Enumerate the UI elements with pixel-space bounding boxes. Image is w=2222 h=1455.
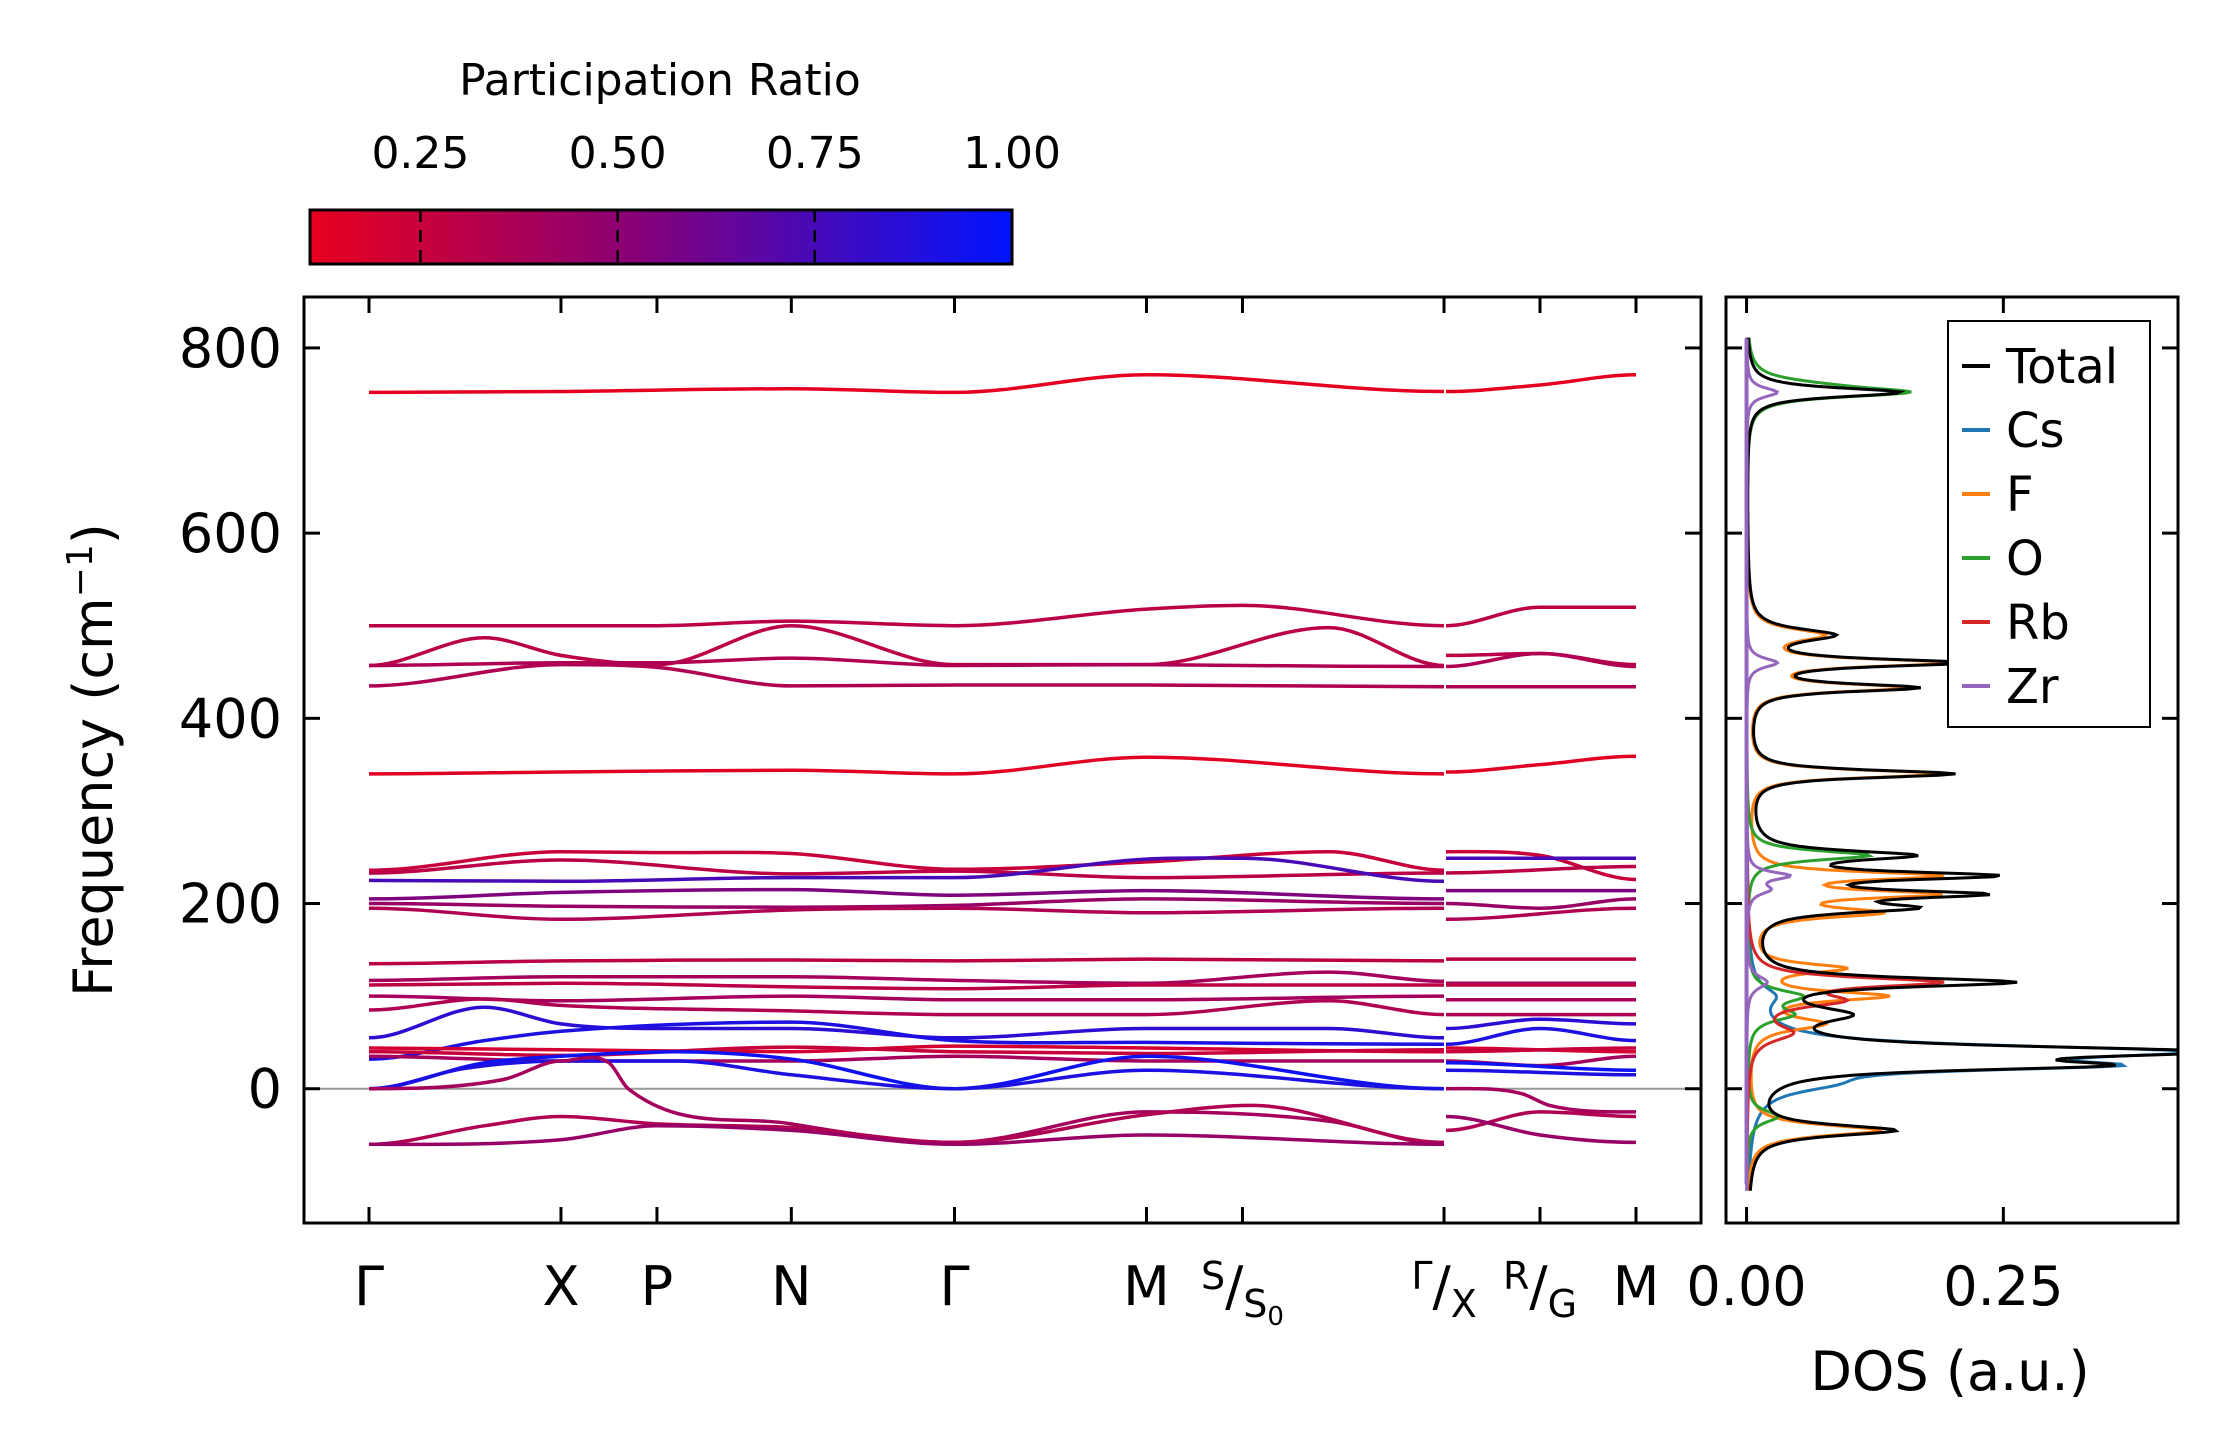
kpoint-label-den: S [1243,1282,1267,1326]
phonon-band-10-b [1445,897,1637,910]
legend-label-total: Total [2005,339,2118,395]
y-tick-label: 400 [179,687,282,750]
dos-x-axis-label: DOS (a.u.) [1810,1340,2089,1403]
phonon-band-1-b [1445,605,1636,628]
phonon-band-4 [368,662,1445,689]
kpoint-label-den: G [1548,1282,1577,1326]
phonon-band-20-b [1445,1046,1637,1054]
phonon-band-25 [368,1103,1445,1147]
y-axis-label-tail: ) [62,523,125,544]
phonon-band-26-b [1445,1114,1637,1145]
legend-label-o: O [2006,531,2044,587]
phonon-band-12 [368,957,1445,966]
phonon-band-9 [368,887,1445,901]
phonon-band-0 [368,373,1445,395]
colorbar-tick-label: 0.50 [569,128,667,179]
y-tick-label: 0 [248,1058,282,1121]
phonon-band-2 [368,623,1445,668]
kpoint-label: N [771,1255,811,1318]
phonon-band-23 [368,1059,1445,1091]
phonon-band-7-b [1445,864,1637,875]
phonon-band-22 [368,1049,1445,1091]
phonon-band-17-b [1445,1017,1637,1031]
colorbar-tick-label: 0.75 [766,128,864,179]
kpoint-label: R/G [1503,1254,1577,1326]
kpoint-label: S/S0 [1201,1254,1284,1332]
phonon-band-17 [368,1005,1445,1040]
y-axis-label: Frequency (cm−1) [60,523,125,997]
kpoint-label: Γ/X [1411,1254,1476,1326]
y-tick-label: 800 [179,317,282,380]
colorbar: Participation Ratio 0.25 0.50 0.75 1.00 [308,55,1061,266]
phonon-band-10 [368,897,1445,909]
dos-x-tick-label: 0.25 [1943,1255,2063,1318]
phonon-band-24-b [1445,1086,1637,1114]
phonon-band-11 [368,906,1445,922]
phonon-band-18-b [1445,1026,1637,1047]
kpoint-label: M [1613,1255,1660,1318]
dos-x-tick-label: 0.00 [1686,1255,1806,1318]
kpoint-label: Γ [939,1255,969,1318]
phonon-band-24 [368,1055,1445,1147]
kpoint-label-slash: / [1225,1255,1244,1318]
kpoint-label: M [1123,1255,1170,1318]
phonon-band-6 [368,849,1445,872]
colorbar-title: Participation Ratio [459,55,861,106]
phonon-band-5 [368,755,1445,776]
phonon-band-6-b [1445,849,1637,882]
kpoint-label: X [542,1255,579,1318]
phonon-band-3 [368,656,1445,669]
band-plot-frame [302,295,1703,1225]
phonon-band-22-b [1445,1061,1637,1072]
phonon-band-15 [368,994,1445,1003]
phonon-band-1 [369,603,1445,628]
legend-label-zr: Zr [2006,659,2059,715]
legend-label-cs: Cs [2006,403,2065,459]
dos-line-f [1745,337,1953,1191]
colorbar-tick-label: 0.25 [371,128,469,179]
kpoint-label-num: Γ [1411,1254,1432,1298]
phonon-band-18 [368,1020,1445,1061]
y-axis-label-sup: −1 [60,544,101,597]
phonon-band-16 [368,997,1445,1017]
kpoint-label-slash: / [1432,1255,1451,1318]
dos-plot-frame [1724,295,2180,1225]
dos-line-o [1745,337,1912,1191]
kpoint-label: Γ [354,1255,384,1318]
legend-frame [1947,320,2151,728]
phonon-band-5-b [1445,754,1637,774]
phonon-band-7 [368,858,1445,880]
phonon-band-25-b [1445,1110,1637,1133]
kpoint-label-den: X [1451,1282,1477,1326]
phonon-band-26 [368,1124,1445,1147]
y-axis-label-main: Frequency (cm [62,597,125,997]
y-tick-label: 200 [179,873,282,936]
y-tick-label: 600 [179,502,282,565]
legend-label-rb: Rb [2006,595,2070,651]
phonon-band-14 [368,981,1444,991]
phonon-band-8 [368,856,1445,884]
colorbar-tick-label: 1.00 [963,128,1061,179]
kpoint-label-num: R [1503,1254,1529,1298]
phonon-band-3-b [1445,651,1637,669]
kpoint-label-slash: / [1529,1255,1548,1318]
kpoint-label: P [641,1255,674,1318]
phonon-band-0-b [1445,373,1637,394]
dos-legend: Total Cs FO Rb Zr [1947,320,2151,728]
legend-label-f: F [2006,467,2034,523]
dos-axes: 0.00 0.25 DOS (a.u.) Total Cs FO Rb Zr [1686,295,2180,1403]
kpoint-label-num: S [1201,1254,1225,1298]
colorbar-gradient [308,208,1014,266]
phonon-band-13 [368,970,1445,985]
kpoint-label-sub: 0 [1267,1302,1284,1332]
phonon-band-11-b [1445,906,1637,922]
phonon-band-23-b [1445,1068,1637,1077]
dos-line-rb [1745,337,1945,1191]
